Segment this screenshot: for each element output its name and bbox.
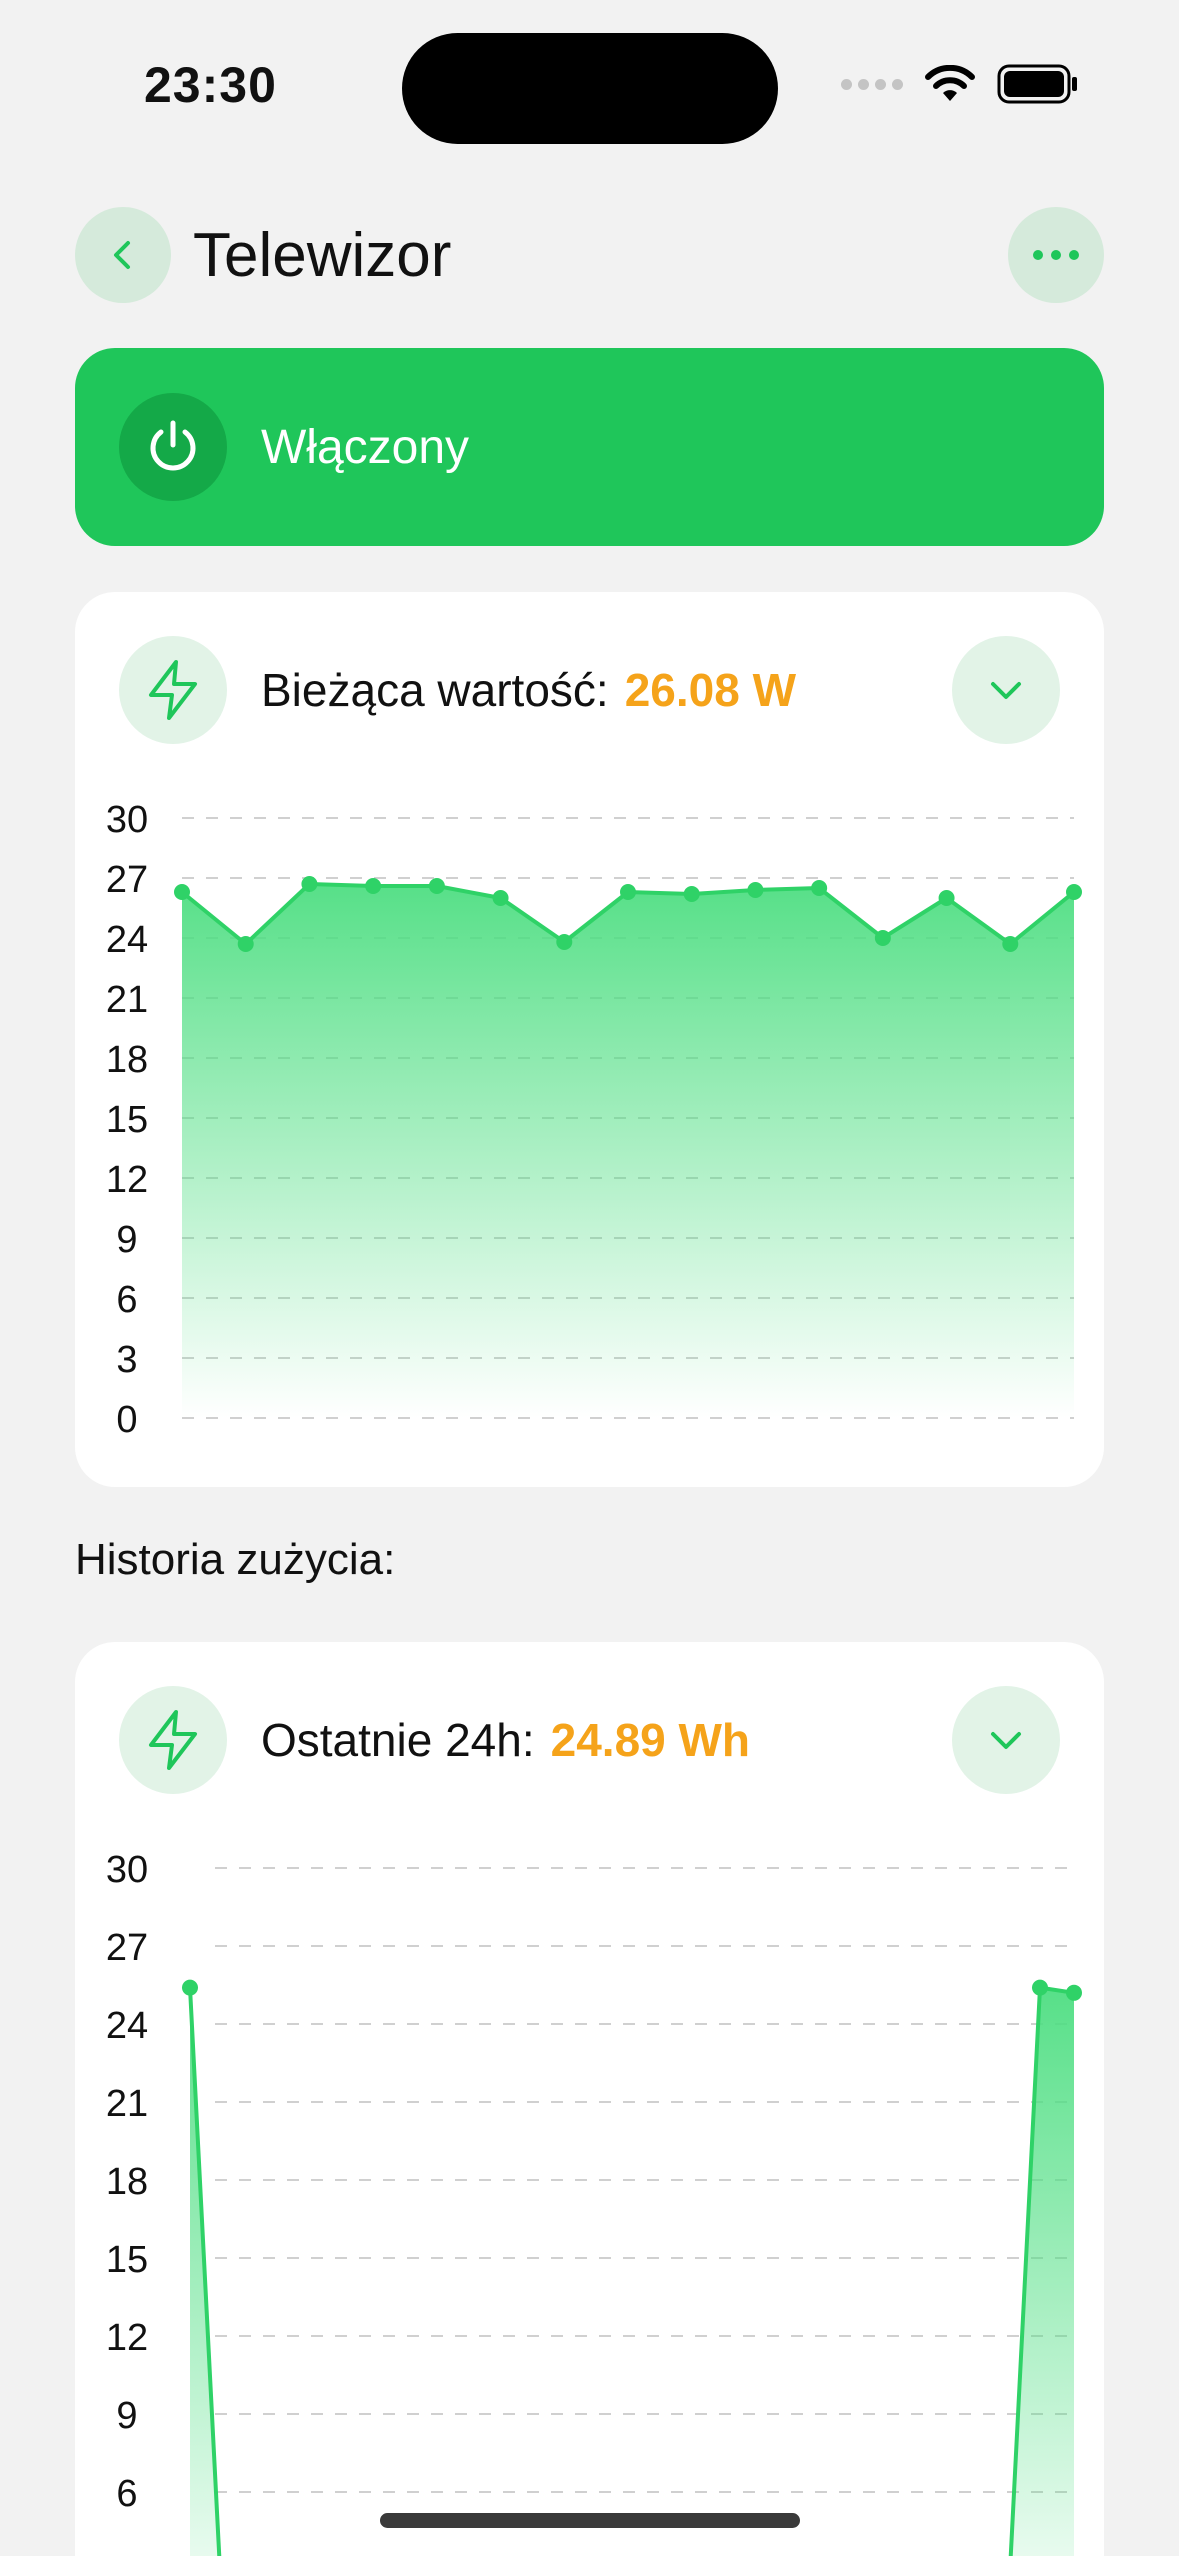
data-point bbox=[492, 890, 509, 906]
series-line bbox=[188, 1985, 1075, 2556]
current-power-card: 0 3 6 9 12 15 18 21 24 27 30 Bieżąca wartość: 26.0… bbox=[75, 592, 1104, 1487]
chevron-down-icon bbox=[991, 1732, 1021, 1749]
more-options-button[interactable] bbox=[1008, 207, 1104, 303]
cellular-signal-icon bbox=[841, 78, 903, 90]
data-point bbox=[174, 884, 190, 900]
y-tick-label: 12 bbox=[106, 2317, 148, 2359]
data-point bbox=[683, 886, 700, 902]
y-tick-label: 9 bbox=[116, 2395, 137, 2437]
current-power-chart: 0 3 6 9 12 15 18 21 24 27 30 bbox=[106, 799, 1082, 1441]
y-tick-label: 30 bbox=[106, 1849, 148, 1891]
y-tick-label: 18 bbox=[106, 2161, 148, 2203]
data-point bbox=[237, 936, 254, 952]
more-dots-icon bbox=[1033, 250, 1079, 260]
data-point bbox=[938, 890, 955, 906]
y-tick-label: 3 bbox=[116, 1339, 137, 1381]
dynamic-island bbox=[402, 33, 778, 144]
data-point bbox=[874, 930, 891, 946]
series-area bbox=[182, 884, 1074, 1418]
data-point bbox=[620, 884, 636, 900]
y-tick-label: 15 bbox=[106, 1099, 148, 1141]
y-tick-label: 21 bbox=[106, 979, 148, 1021]
data-point bbox=[1002, 936, 1019, 952]
expand-current-button[interactable] bbox=[952, 636, 1060, 744]
page-title: Telewizor bbox=[193, 221, 452, 290]
current-value: 26.08 W bbox=[624, 664, 797, 716]
y-tick-label: 15 bbox=[106, 2239, 148, 2281]
chevron-down-icon bbox=[991, 682, 1021, 699]
history-value: 24.89 Wh bbox=[550, 1714, 751, 1766]
wifi-icon bbox=[925, 65, 975, 101]
data-point bbox=[182, 1979, 198, 1996]
history-header: Ostatnie 24h: 24.89 Wh bbox=[119, 1686, 1060, 1794]
y-tick-label: 27 bbox=[106, 859, 148, 901]
battery-icon bbox=[997, 64, 1077, 104]
data-point bbox=[1066, 884, 1082, 900]
home-indicator bbox=[380, 2513, 800, 2528]
y-tick-label: 21 bbox=[106, 2083, 148, 2125]
y-tick-label: 27 bbox=[106, 1927, 148, 1969]
current-value-label: Bieżąca wartość: bbox=[261, 664, 609, 716]
y-tick-label: 0 bbox=[116, 1399, 137, 1441]
back-button[interactable] bbox=[75, 207, 171, 303]
data-point bbox=[365, 878, 382, 894]
data-point bbox=[1066, 1984, 1082, 2001]
lightning-icon bbox=[149, 660, 197, 720]
chevron-left-icon bbox=[114, 241, 130, 269]
lightning-icon-circle bbox=[119, 1686, 227, 1794]
data-point bbox=[811, 880, 828, 896]
expand-history-button[interactable] bbox=[952, 1686, 1060, 1794]
data-point bbox=[428, 878, 445, 894]
y-tick-label: 9 bbox=[116, 1219, 137, 1261]
power-status-label: Włączony bbox=[261, 420, 470, 474]
series-area bbox=[190, 1987, 1074, 2556]
y-tick-label: 6 bbox=[116, 1279, 137, 1321]
data-point bbox=[1032, 1979, 1048, 1996]
lightning-icon bbox=[149, 1710, 197, 1770]
power-icon-circle bbox=[119, 393, 227, 501]
current-power-header: Bieżąca wartość: 26.08 W bbox=[119, 636, 1060, 744]
history-section-title: Historia zużycia: bbox=[75, 1535, 396, 1584]
data-point bbox=[556, 934, 573, 950]
power-icon bbox=[150, 420, 196, 471]
y-tick-label: 24 bbox=[106, 2005, 148, 2047]
y-tick-label: 3 bbox=[116, 2551, 137, 2556]
lightning-icon-circle bbox=[119, 636, 227, 744]
power-toggle[interactable]: Włączony bbox=[75, 348, 1104, 546]
status-time: 23:30 bbox=[144, 57, 277, 113]
y-tick-label: 6 bbox=[116, 2473, 137, 2515]
y-tick-label: 18 bbox=[106, 1039, 148, 1081]
y-tick-label: 24 bbox=[106, 919, 148, 961]
status-icons bbox=[841, 64, 1079, 104]
data-point bbox=[747, 882, 764, 898]
history-label: Ostatnie 24h: bbox=[261, 1714, 535, 1766]
data-point bbox=[301, 876, 318, 892]
y-tick-label: 30 bbox=[106, 799, 148, 841]
y-tick-label: 12 bbox=[106, 1159, 148, 1201]
